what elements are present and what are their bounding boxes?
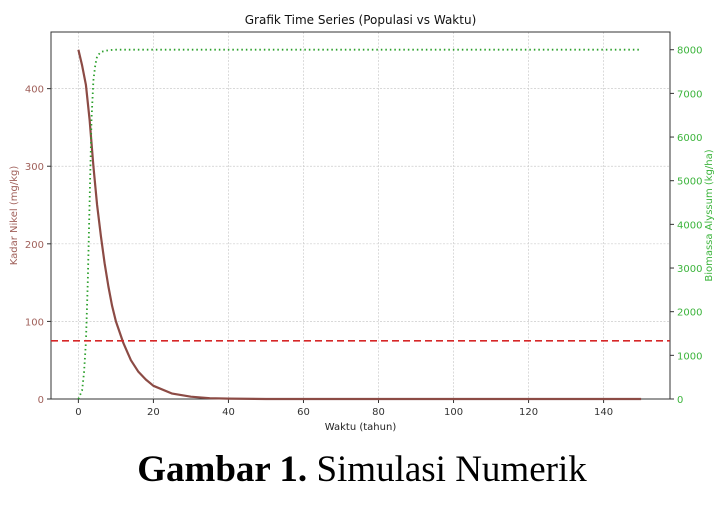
y-tick-label: 100 xyxy=(25,317,44,328)
x-tick-label: 0 xyxy=(75,407,81,418)
biomass-series-line xyxy=(77,48,642,400)
x-tick-label: 40 xyxy=(222,407,235,418)
y2-tick-label: 0 xyxy=(677,395,683,406)
x-tick-label: 140 xyxy=(594,407,613,418)
y2-tick-label: 3000 xyxy=(677,264,702,275)
y2-tick-label: 1000 xyxy=(677,351,702,362)
y2-axis-label: Biomassa Alyssum (kg/ha) xyxy=(704,149,715,281)
x-tick-label: 60 xyxy=(297,407,310,418)
y-axis-label: Kadar Nikel (mg/kg) xyxy=(9,166,20,266)
nickel-series-line xyxy=(77,49,642,401)
time-series-chart: 0 20 40 60 80 100 120 1400100200300400010002000… xyxy=(9,13,715,433)
x-tick-label: 80 xyxy=(372,407,385,418)
y2-tick-label: 6000 xyxy=(677,133,702,144)
caption-label: Gambar 1. xyxy=(137,449,308,490)
chart-title: Grafik Time Series (Populasi vs Waktu) xyxy=(245,13,477,27)
y2-tick-label: 7000 xyxy=(677,89,702,100)
x-tick-label: 100 xyxy=(444,407,463,418)
y-tick-label: 400 xyxy=(25,85,44,96)
y2-tick-label: 8000 xyxy=(677,46,702,57)
y-tick-label: 300 xyxy=(25,162,44,173)
figure-caption: Gambar 1. Simulasi Numerik xyxy=(0,448,724,491)
x-axis-label: Waktu (tahun) xyxy=(325,422,397,433)
x-tick-label: 20 xyxy=(147,407,160,418)
y2-tick-label: 2000 xyxy=(677,308,702,319)
x-tick-label: 120 xyxy=(519,407,538,418)
y-tick-label: 0 xyxy=(38,395,44,406)
caption-text: Simulasi Numerik xyxy=(307,449,587,490)
plot-frame xyxy=(50,31,671,400)
y2-tick-label: 4000 xyxy=(677,220,702,231)
y-tick-label: 200 xyxy=(25,240,44,251)
y2-tick-label: 5000 xyxy=(677,177,702,188)
